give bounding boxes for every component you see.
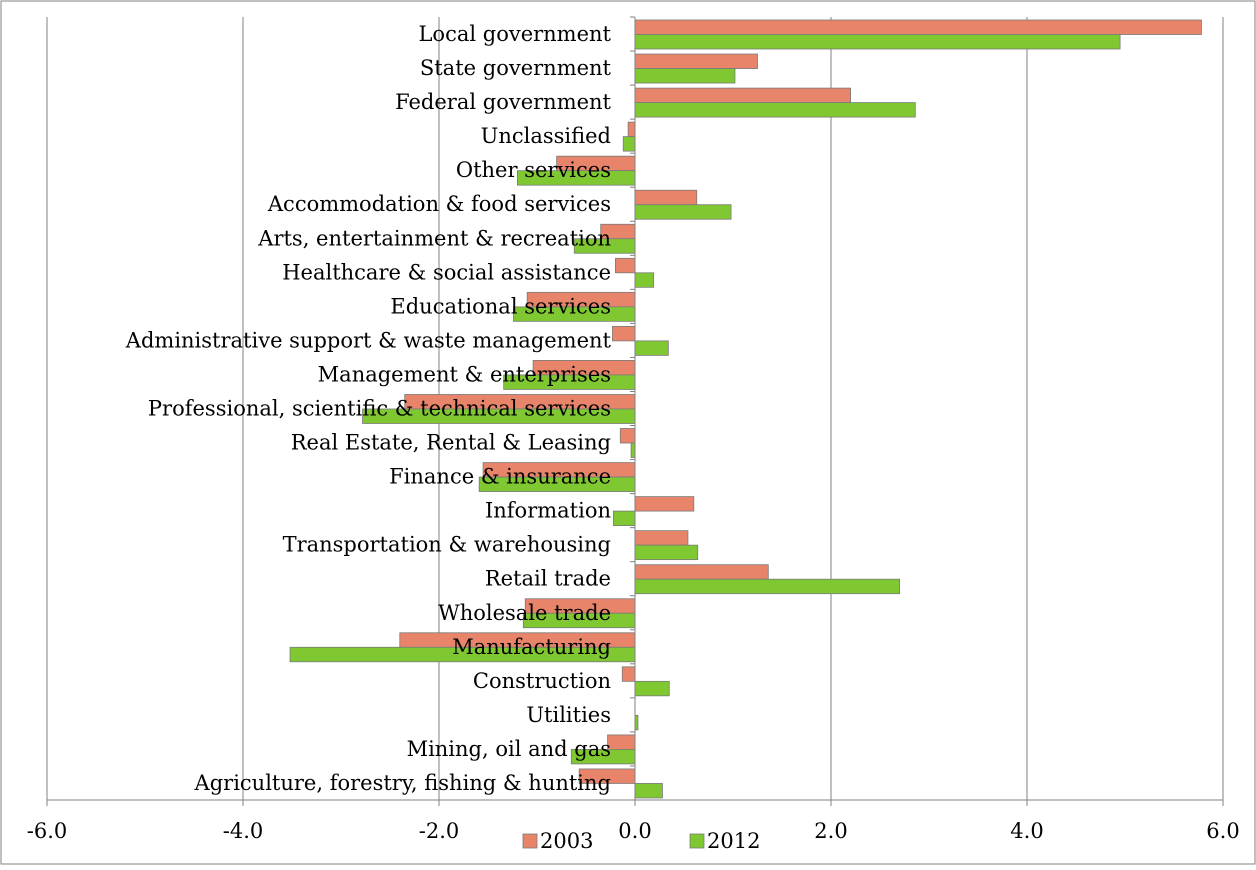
x-tick-label: 6.0 xyxy=(1206,819,1239,843)
bar-2012 xyxy=(635,681,669,696)
bar-2003 xyxy=(635,88,851,103)
x-tick-label: -4.0 xyxy=(223,819,264,843)
x-tick-label: 0.0 xyxy=(618,819,651,843)
x-tick-label: 2.0 xyxy=(814,819,847,843)
category-label: Administrative support & waste managemen… xyxy=(125,328,612,352)
bar-2003 xyxy=(628,122,635,137)
bar-2012 xyxy=(635,579,900,594)
category-label: Real Estate, Rental & Leasing xyxy=(291,431,611,455)
bar-2003 xyxy=(608,735,635,750)
category-label: Educational services xyxy=(390,294,611,318)
category-label: Accommodation & food services xyxy=(267,192,611,216)
legend-label-2012: 2012 xyxy=(707,829,760,853)
category-label: Utilities xyxy=(526,703,611,727)
category-label: Construction xyxy=(473,669,611,693)
bar-2003 xyxy=(622,667,635,682)
bar-2012 xyxy=(635,103,915,118)
bar-2003 xyxy=(635,54,758,69)
bar-2012 xyxy=(635,341,668,356)
bar-2003 xyxy=(635,190,697,205)
bar-2012 xyxy=(635,205,731,220)
bar-2012 xyxy=(635,69,735,84)
bar-2012 xyxy=(623,137,635,152)
category-label: Wholesale trade xyxy=(438,601,611,625)
category-label: Federal government xyxy=(395,90,611,114)
bar-2012 xyxy=(635,35,1120,50)
category-label: Local government xyxy=(418,22,611,46)
bar-2012 xyxy=(631,443,635,458)
x-tick-label: -6.0 xyxy=(27,819,68,843)
category-label: Other services xyxy=(456,158,611,182)
bar-2003 xyxy=(612,326,635,341)
bar-2003 xyxy=(635,565,768,580)
legend-label-2003: 2003 xyxy=(540,829,593,853)
category-label: Mining, oil and gas xyxy=(407,737,611,761)
category-label: Professional, scientific & technical ser… xyxy=(148,397,611,421)
category-label: Arts, entertainment & recreation xyxy=(257,226,611,250)
legend-swatch-2003 xyxy=(523,834,537,848)
bar-2012 xyxy=(635,273,654,288)
bar-2012 xyxy=(635,783,662,798)
x-tick-label: -2.0 xyxy=(419,819,460,843)
category-label: Information xyxy=(485,499,611,523)
category-label: Agriculture, forestry, fishing & hunting xyxy=(194,771,611,795)
bar-2003 xyxy=(620,429,635,444)
legend-swatch-2012 xyxy=(690,834,704,848)
category-label: Management & enterprises xyxy=(318,362,611,386)
bar-2012 xyxy=(635,545,698,560)
category-label: Healthcare & social assistance xyxy=(282,260,611,284)
category-label: Retail trade xyxy=(485,567,611,591)
bar-2012 xyxy=(613,511,635,526)
bar-2003 xyxy=(615,258,635,273)
x-tick-label: 4.0 xyxy=(1010,819,1043,843)
category-label: Manufacturing xyxy=(452,635,611,659)
bar-2003 xyxy=(635,497,694,512)
bar-2003 xyxy=(635,20,1201,35)
category-label: State government xyxy=(420,56,612,80)
bar-2003 xyxy=(635,531,688,546)
category-label: Finance & insurance xyxy=(389,465,611,489)
category-label: Unclassified xyxy=(481,124,611,148)
category-label: Transportation & warehousing xyxy=(283,533,611,557)
